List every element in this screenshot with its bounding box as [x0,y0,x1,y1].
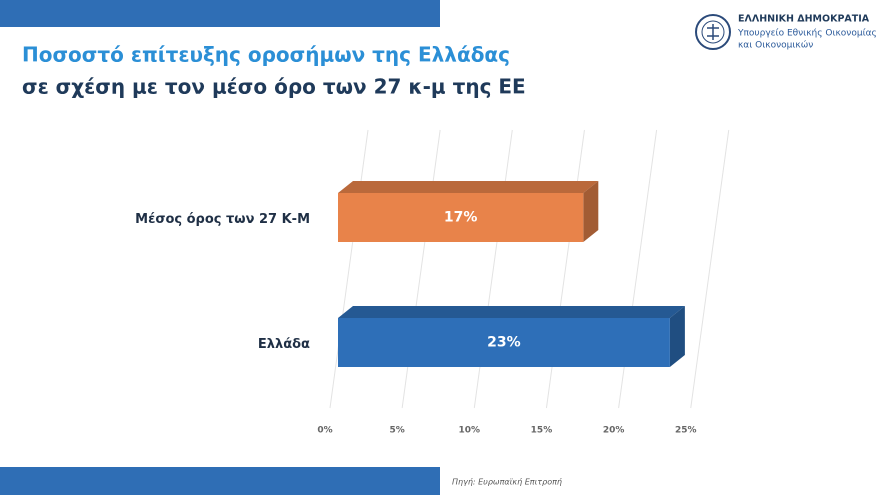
grid-line [329,129,369,409]
x-tick-label: 20% [603,426,625,436]
title: Ποσοστό επίτευξης οροσήμων της Ελλάδας [22,43,510,67]
bar-top [338,181,599,193]
chart: 0% 5% 10% 15% 20% 25% Μέσος όρος των 27 Κ-Μ 17%… [135,129,730,436]
bar-side [583,181,599,242]
x-tick-label: 15% [531,426,553,436]
value-label: 17% [444,210,478,226]
x-tick-label: 5% [390,426,405,436]
logo-line1: ΕΛΛΗΝΙΚΗ ΔΗΜΟΚΡΑΤΙΑ [738,14,870,25]
x-tick-label: 0% [317,426,332,436]
bar-top [338,306,685,318]
subtitle: σε σχέση με τον μέσο όρο των 27 κ-μ της … [22,75,526,99]
top-strip [0,0,440,27]
logo-line3: και Οικονομικών [738,40,813,51]
bar-side [669,306,685,367]
grid-line [690,129,730,409]
logo-line2: Υπουργείο Εθνικής Οικονομίας [737,29,877,39]
x-tick-label: 25% [675,426,697,436]
value-label: 23% [487,335,521,351]
emblem [695,14,731,50]
emblem-inner [701,20,725,44]
bottom-strip [0,467,440,495]
bar [338,193,584,242]
logo: ΕΛΛΗΝΙΚΗ ΔΗΜΟΚΡΑΤΙΑ Υπουργείο Εθνικής Οι… [695,14,877,51]
source: Πηγή: Ευρωπαϊκή Επιτροπή [452,478,562,487]
bar [338,318,670,367]
category-label: Ελλάδα [258,337,310,352]
category-label: Μέσος όρος των 27 Κ-Μ [135,212,310,227]
x-tick-label: 10% [459,426,481,436]
emblem-cross [707,24,719,40]
